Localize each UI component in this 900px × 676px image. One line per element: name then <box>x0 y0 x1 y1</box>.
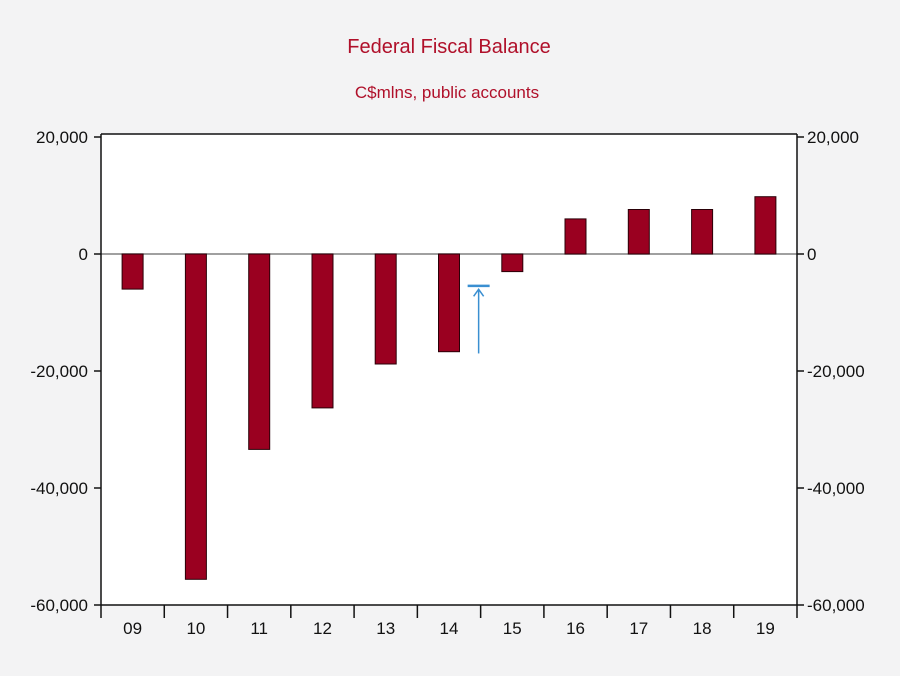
x-tick-label-18: 18 <box>693 619 712 638</box>
y-tick-label-left: 0 <box>79 245 88 264</box>
y-tick-label-right: -20,000 <box>807 362 865 381</box>
y-tick-label-right: 20,000 <box>807 128 859 147</box>
x-tick-label-12: 12 <box>313 619 332 638</box>
bar-09 <box>121 253 144 290</box>
bar-17 <box>627 209 650 255</box>
x-tick-label-14: 14 <box>440 619 459 638</box>
bar-11 <box>248 253 271 450</box>
bar-18 <box>691 209 714 255</box>
bar-19 <box>754 196 777 255</box>
x-tick-label-10: 10 <box>186 619 205 638</box>
y-tick-label-right: -60,000 <box>807 596 865 615</box>
bars-layer <box>121 196 777 580</box>
bar-16 <box>564 218 587 255</box>
plot-area <box>101 134 797 605</box>
x-tick-label-17: 17 <box>629 619 648 638</box>
x-tick-label-16: 16 <box>566 619 585 638</box>
bar-15 <box>501 253 524 273</box>
y-tick-label-left: -60,000 <box>30 596 88 615</box>
x-tick-label-15: 15 <box>503 619 522 638</box>
x-tick-label-19: 19 <box>756 619 775 638</box>
chart-subtitle: C$mlns, public accounts <box>355 83 539 102</box>
y-tick-label-left: -40,000 <box>30 479 88 498</box>
y-tick-label-left: -20,000 <box>30 362 88 381</box>
x-tick-label-11: 11 <box>250 619 268 638</box>
annotation-arrow-head <box>473 288 485 297</box>
y-tick-label-right: -40,000 <box>807 479 865 498</box>
bar-14 <box>438 253 460 353</box>
y-tick-label-left: 20,000 <box>36 128 88 147</box>
annotation-layer <box>467 284 490 354</box>
ticks-layer: 20,000 20,000 0 0 -20,000 -20,000 -40,000 -40,0… <box>30 128 864 638</box>
bar-12 <box>311 253 334 409</box>
bar-10 <box>184 253 207 580</box>
x-tick-label-13: 13 <box>376 619 395 638</box>
bar-13 <box>374 253 397 365</box>
y-tick-label-right: 0 <box>807 245 816 264</box>
axes-layer <box>100 133 798 606</box>
chart-title: Federal Fiscal Balance <box>347 36 550 58</box>
x-tick-label-09: 09 <box>123 619 142 638</box>
